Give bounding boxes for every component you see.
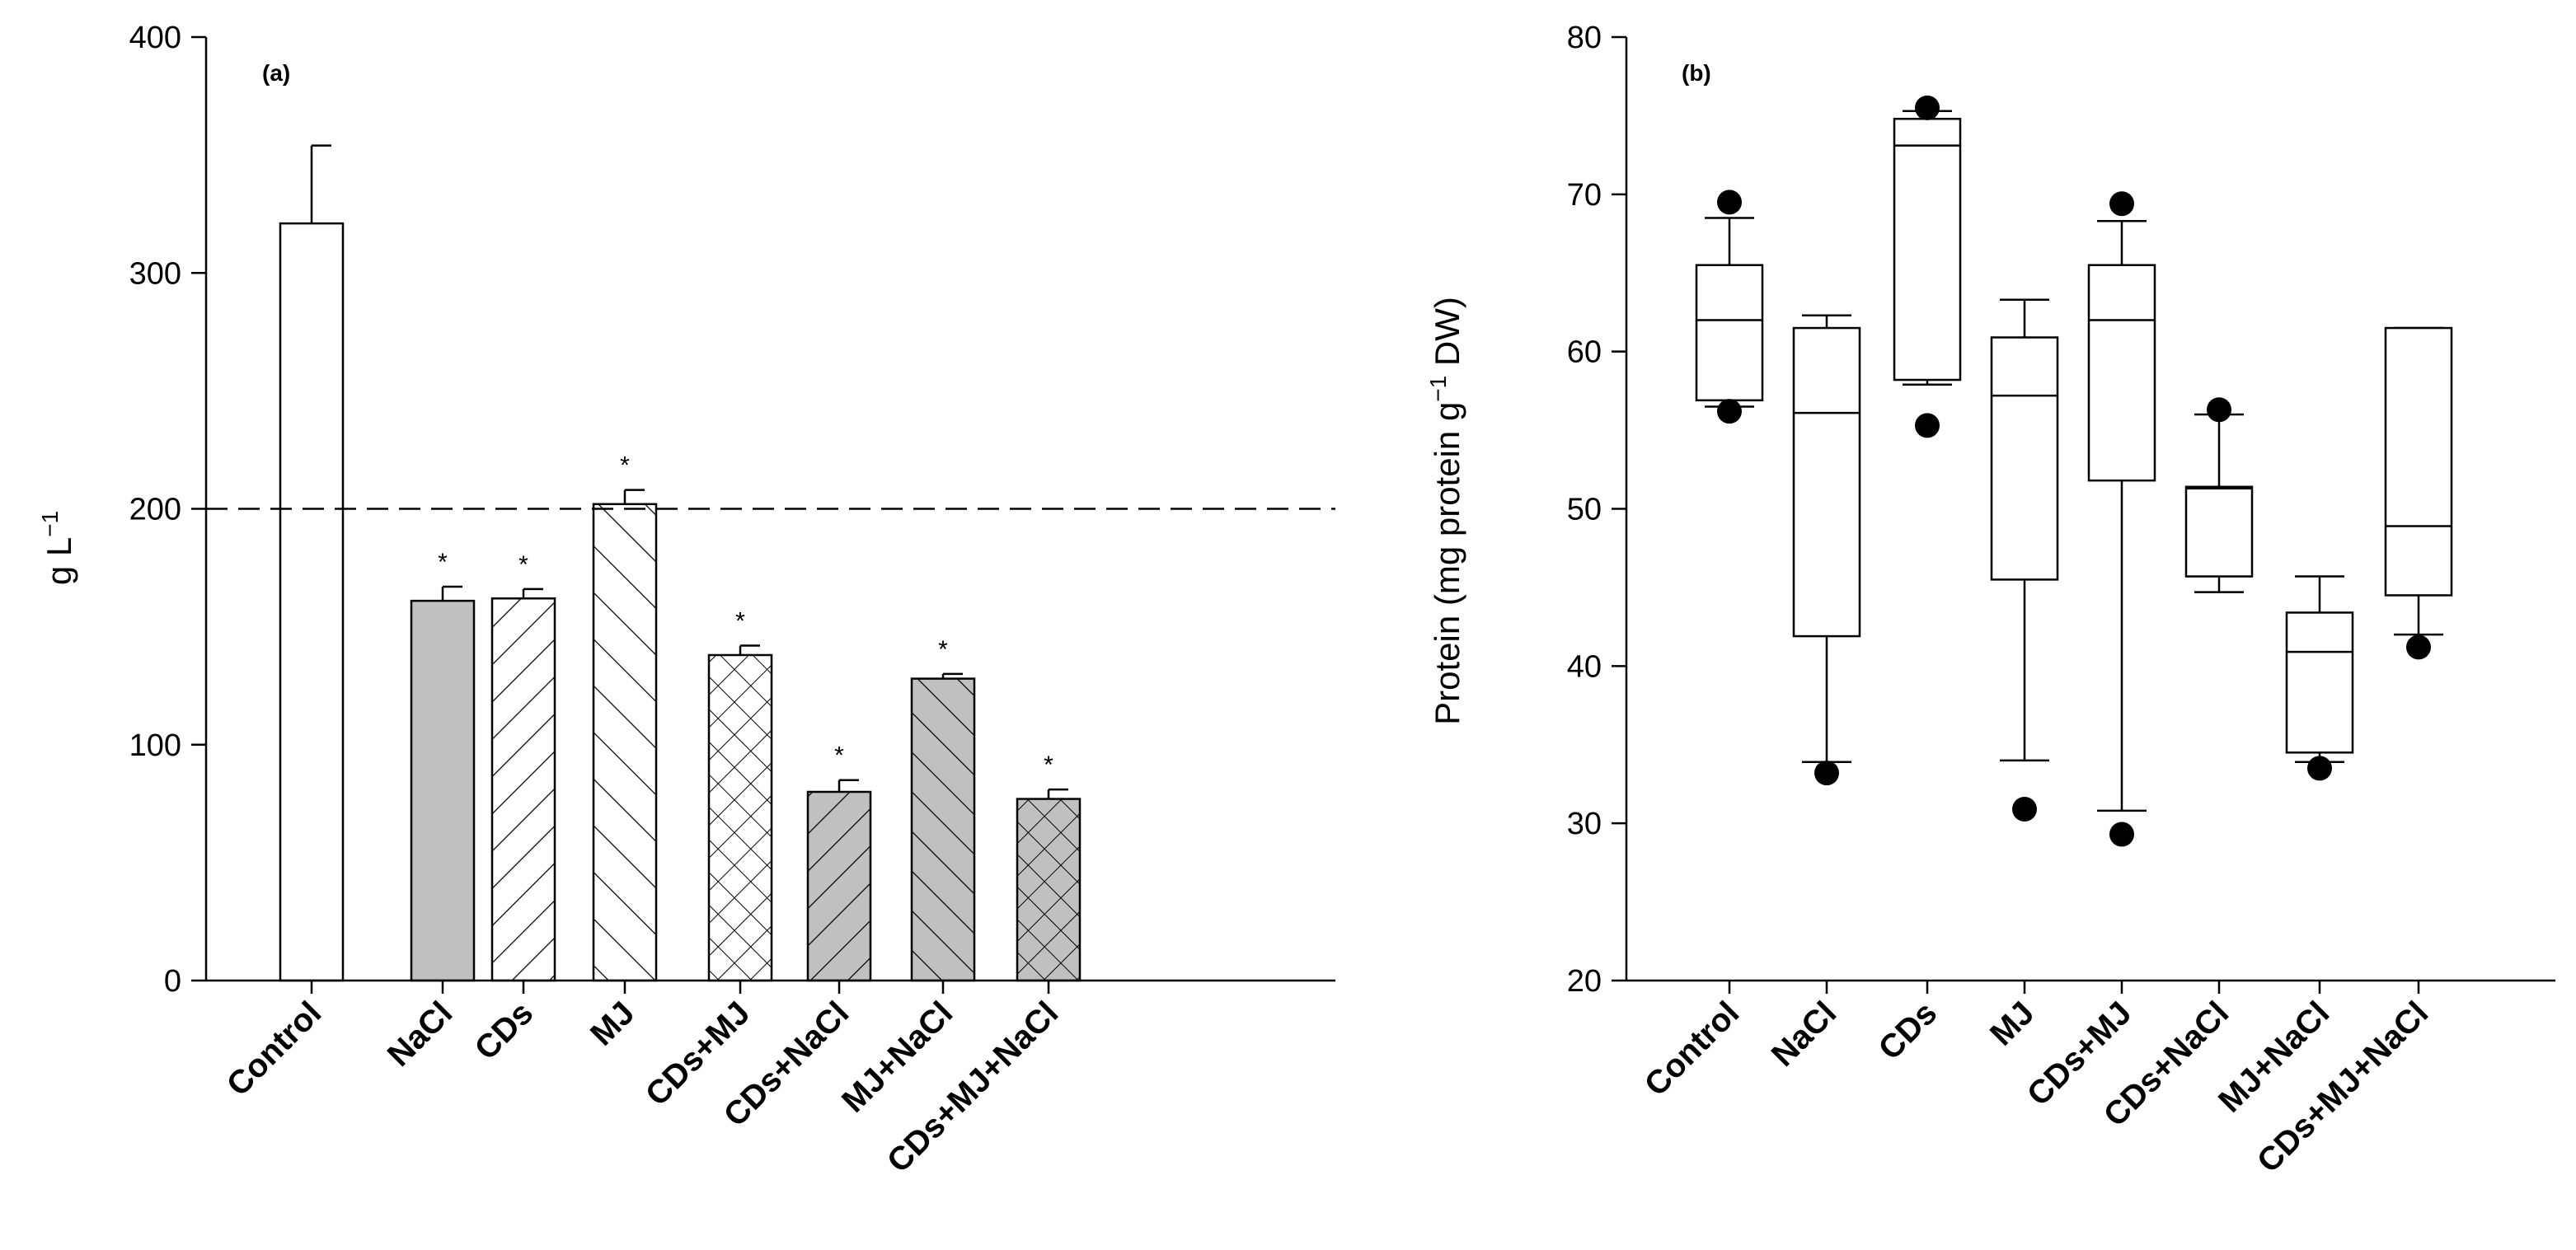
y-tick-label-b: 70 [1567,178,1602,213]
significance-label: * [834,742,844,770]
x-tick-label-b: NaCl [1765,995,1844,1074]
x-tick-label-b: MJ [1983,995,2041,1052]
outlier-point [1915,413,1940,438]
box [1792,326,1861,638]
box [1695,264,1764,402]
bar [280,223,343,981]
x-tick-label-b: CDs [1872,995,1945,1067]
x-tick-label-b: Control [1638,995,1747,1103]
x-tick-label-b: CDs+MJ+NaCl [2250,995,2435,1179]
x-tick-label-a: NaCl [381,995,460,1074]
box [1893,117,1962,382]
panel-label-b: (b) [1682,60,1711,86]
y-tick-label-a: 300 [129,256,181,291]
box-series [1695,95,2453,847]
bar-hatch [1017,798,1080,981]
outlier-point [2207,397,2231,423]
x-tick-label-a: MJ [584,995,641,1052]
outlier-point [1717,190,1742,215]
y-axis-label-b: Protein (mg protein g−1 DW) [1425,297,1466,725]
significance-label: * [1044,751,1053,779]
y-tick-label-b: 60 [1567,335,1602,370]
x-tick-label-a: Control [220,995,329,1103]
y-axis-label-a: g L−1 [37,511,78,585]
box [1990,336,2059,581]
bar-hatch [912,678,974,981]
y-tick-label-b: 80 [1567,21,1602,55]
box [2384,326,2453,597]
bar [411,601,474,981]
outlier-point [2307,756,2332,781]
y-tick-label-b: 50 [1567,493,1602,527]
y-tick-label-a: 0 [164,964,181,999]
bar-hatch [709,654,772,981]
outlier-point [1814,761,1839,786]
significance-label: * [620,452,630,480]
significance-label: * [735,608,745,635]
y-tick-label-b: 30 [1567,807,1602,841]
outlier-point [2109,191,2134,217]
outlier-point [2406,634,2431,660]
x-tick-label-a: CDs [468,995,541,1067]
outlier-point [1717,399,1742,424]
significance-label: * [438,549,448,576]
significance-label: * [518,551,528,578]
outlier-point [2012,796,2037,822]
bar-series: * * * * * * * [279,144,1082,982]
bar-hatch [808,792,870,981]
bar-hatch [594,503,656,981]
box [2087,264,2156,482]
box [2184,485,2254,578]
bar-hatch [492,598,555,981]
panel-label-a: (a) [262,60,290,86]
y-tick-label-b: 20 [1567,964,1602,999]
y-tick-label-a: 200 [129,493,181,527]
significance-label: * [938,636,948,663]
outlier-point [1915,95,1940,120]
y-tick-label-a: 400 [129,21,181,55]
outlier-point [2109,822,2134,847]
box [2285,611,2354,754]
y-tick-label-a: 100 [129,728,181,763]
y-tick-label-b: 40 [1567,649,1602,684]
